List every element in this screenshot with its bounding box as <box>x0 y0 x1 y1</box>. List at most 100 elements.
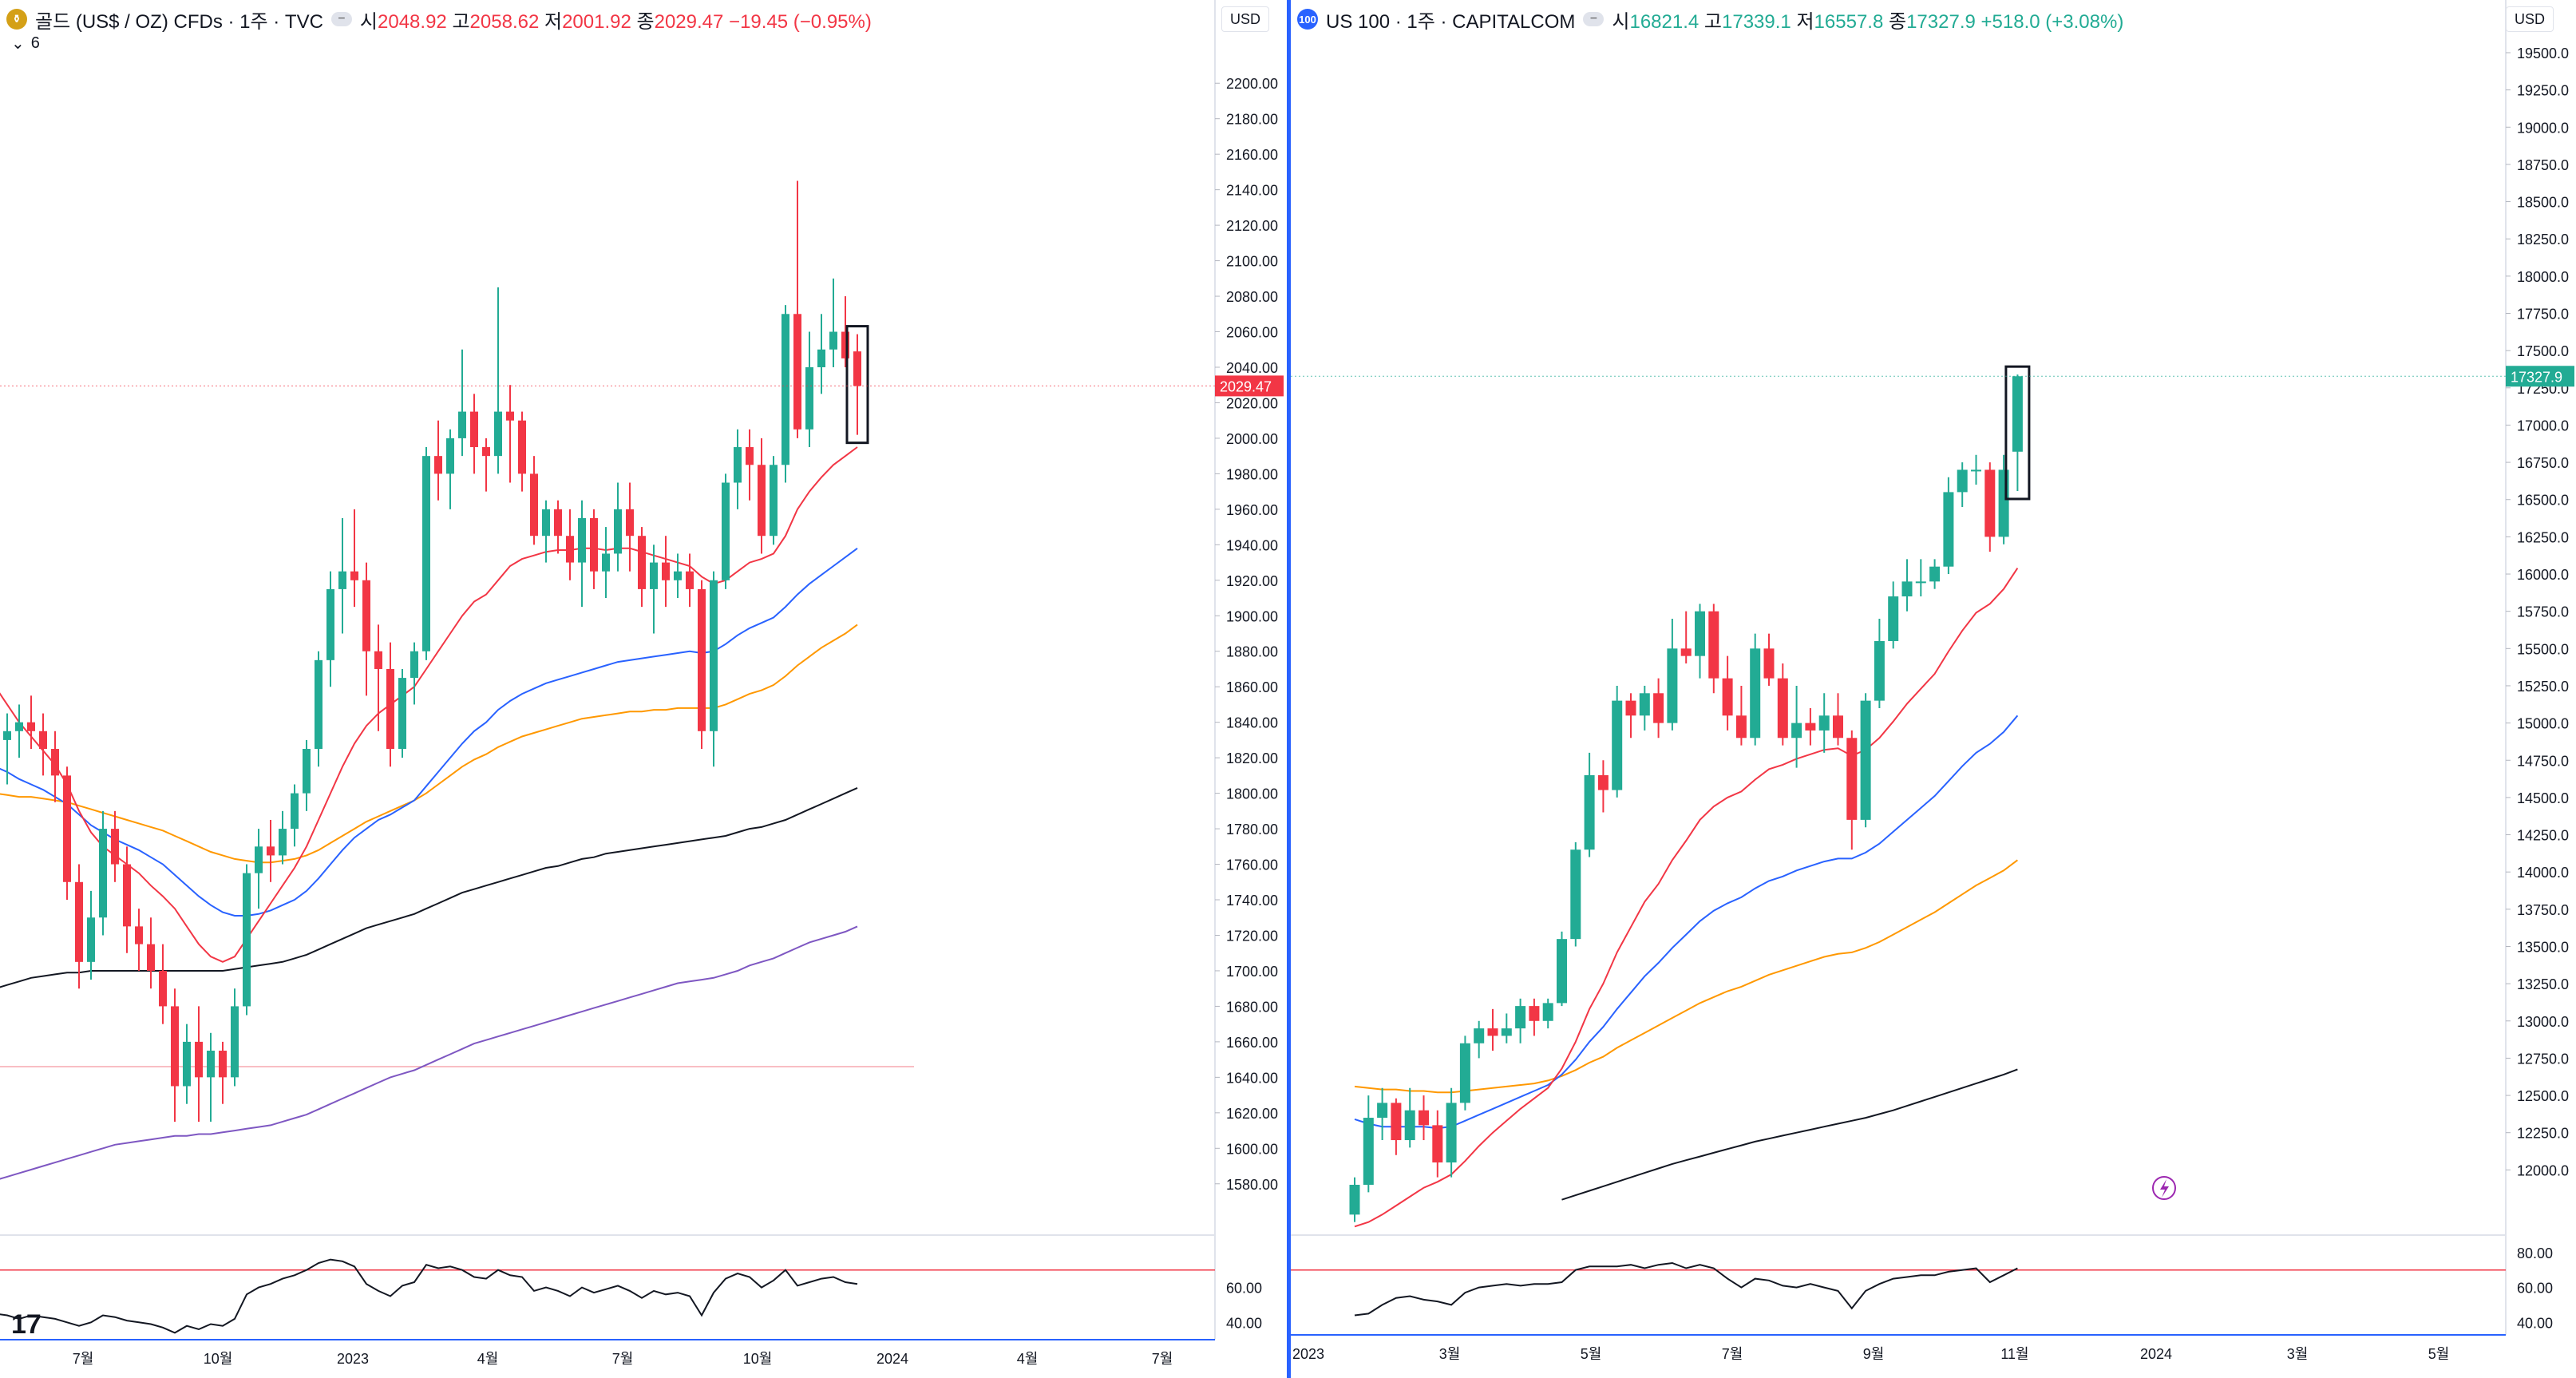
candle-body <box>1998 469 2009 537</box>
candle-body <box>1459 1043 1470 1103</box>
rsi-tick-label: 60.00 <box>1226 1281 1262 1297</box>
indicator-toggle[interactable]: ⌄ 6 <box>11 34 40 53</box>
candle-body <box>1846 738 1858 820</box>
candle-body <box>506 411 514 421</box>
rsi-tick-label: 80.00 <box>2517 1245 2553 1261</box>
candle-body <box>410 651 418 679</box>
candle-body <box>530 473 538 537</box>
us100-chart-canvas[interactable]: 19500.0 19250.0 19000.0 18750.0 18500.0 18250… <box>1291 0 2576 1378</box>
candle-body <box>75 881 83 962</box>
candle-body <box>446 438 454 474</box>
price-tick-label: 15500.0 <box>2517 641 2569 657</box>
candle-body <box>15 722 23 731</box>
candle-body <box>1888 596 1899 641</box>
candle-body <box>267 846 275 856</box>
ema-short-line <box>1354 568 2019 1228</box>
candle-body <box>159 970 167 1007</box>
candle-body <box>1971 469 1981 472</box>
candle-body <box>590 517 598 572</box>
price-tick-label: 15000.0 <box>2517 716 2569 732</box>
candle-body <box>1639 693 1650 716</box>
candle-body <box>1474 1028 1485 1043</box>
candle-body <box>350 571 358 580</box>
time-tick-label: 5월 <box>2428 1346 2450 1362</box>
candle-body <box>614 509 622 554</box>
price-tick-label: 16750.0 <box>2517 455 2569 471</box>
price-tick-label: 14500.0 <box>2517 790 2569 806</box>
price-tick-label: 13750.0 <box>2517 902 2569 918</box>
candle-body <box>734 447 742 483</box>
candle-body <box>434 456 442 474</box>
candle-body <box>231 1006 239 1078</box>
minus-icon[interactable]: − <box>1583 12 1605 26</box>
last-price-label-bg <box>2506 366 2574 387</box>
time-tick-label: 9월 <box>1863 1346 1885 1362</box>
candle-body <box>291 793 299 830</box>
currency-button[interactable]: USD <box>1221 6 1270 32</box>
candle-body <box>770 465 778 537</box>
candle-body <box>1943 492 1954 567</box>
candle-body <box>135 926 143 944</box>
candle-body <box>27 722 35 731</box>
us100-icon: 100 <box>1297 9 1318 30</box>
candle-body <box>1750 648 1761 738</box>
us100-ohlc: 시16821.4 고17339.1 저16557.8 종17327.9 +518… <box>1612 10 2124 33</box>
price-tick-label: 1600.00 <box>1226 1141 1278 1157</box>
gold-title[interactable]: 골드 (US$ / OZ) CFDs · 1주 · TVC <box>35 10 323 33</box>
candle-body <box>183 1041 191 1087</box>
gold-chart-panel[interactable]: 2200.00 2180.00 2160.00 2140.00 2120.00 2100.… <box>0 0 1287 1378</box>
candle-body <box>3 731 11 740</box>
candle-body <box>1680 648 1692 656</box>
price-tick-label: 12250.0 <box>2517 1126 2569 1142</box>
candle-body <box>1377 1103 1388 1119</box>
price-tick-label: 19000.0 <box>2517 120 2569 136</box>
candle-body <box>578 517 586 563</box>
time-tick-label: 5월 <box>1581 1346 1602 1362</box>
last-price-label: 17327.9 <box>2511 369 2562 385</box>
time-tick-label: 3월 <box>1439 1346 1461 1362</box>
rsi-line <box>0 1258 858 1334</box>
candle-body <box>1901 581 1913 597</box>
candle-body <box>1542 1003 1553 1021</box>
candle-body <box>698 588 706 731</box>
candle-body <box>1391 1103 1402 1141</box>
price-tick-label: 16250.0 <box>2517 529 2569 545</box>
candle-body <box>1957 469 1968 493</box>
price-tick-label: 1680.00 <box>1226 999 1278 1015</box>
time-tick-label: 10월 <box>204 1351 233 1367</box>
currency-button[interactable]: USD <box>2506 6 2554 32</box>
price-tick-label: 12500.0 <box>2517 1088 2569 1104</box>
price-tick-label: 14000.0 <box>2517 865 2569 881</box>
candle-body <box>1667 648 1678 723</box>
time-tick-label: 4월 <box>1017 1351 1039 1367</box>
us100-title[interactable]: US 100 · 1주 · CAPITALCOM <box>1326 10 1576 33</box>
candle-body <box>1404 1110 1415 1141</box>
candle-body <box>147 944 155 971</box>
us100-chart-panel[interactable]: 19500.0 19250.0 19000.0 18750.0 18500.0 18250… <box>1291 0 2576 1378</box>
candle-body <box>1584 774 1595 850</box>
candle-body <box>782 314 789 465</box>
price-tick-label: 16500.0 <box>2517 493 2569 509</box>
price-tick-label: 14750.0 <box>2517 753 2569 769</box>
candle-body <box>422 456 430 651</box>
rsi-line <box>1354 1261 2018 1317</box>
ema-long-line <box>0 624 858 864</box>
panel-divider[interactable] <box>1287 0 1291 1378</box>
candle-body <box>518 420 526 474</box>
ema-mid-line <box>1354 715 2019 1130</box>
minus-icon[interactable]: − <box>330 12 352 26</box>
price-tick-label: 12000.0 <box>2517 1162 2569 1178</box>
lightning-bolt-icon <box>2160 1179 2169 1198</box>
candle-body <box>1501 1028 1512 1036</box>
tradingview-logo-icon[interactable]: 17 <box>11 1309 42 1340</box>
price-tick-label: 2160.00 <box>1226 147 1278 163</box>
price-tick-label: 18000.0 <box>2517 269 2569 285</box>
candle-body <box>470 411 478 448</box>
candle-body <box>1777 678 1788 738</box>
candle-body <box>1915 581 1926 584</box>
gold-chart-canvas[interactable]: 2200.00 2180.00 2160.00 2140.00 2120.00 2100.… <box>0 0 1287 1378</box>
rsi-tick-label: 40.00 <box>1226 1315 1262 1331</box>
candle-body <box>2012 376 2023 452</box>
price-tick-label: 1900.00 <box>1226 608 1278 624</box>
price-tick-label: 13000.0 <box>2517 1014 2569 1030</box>
